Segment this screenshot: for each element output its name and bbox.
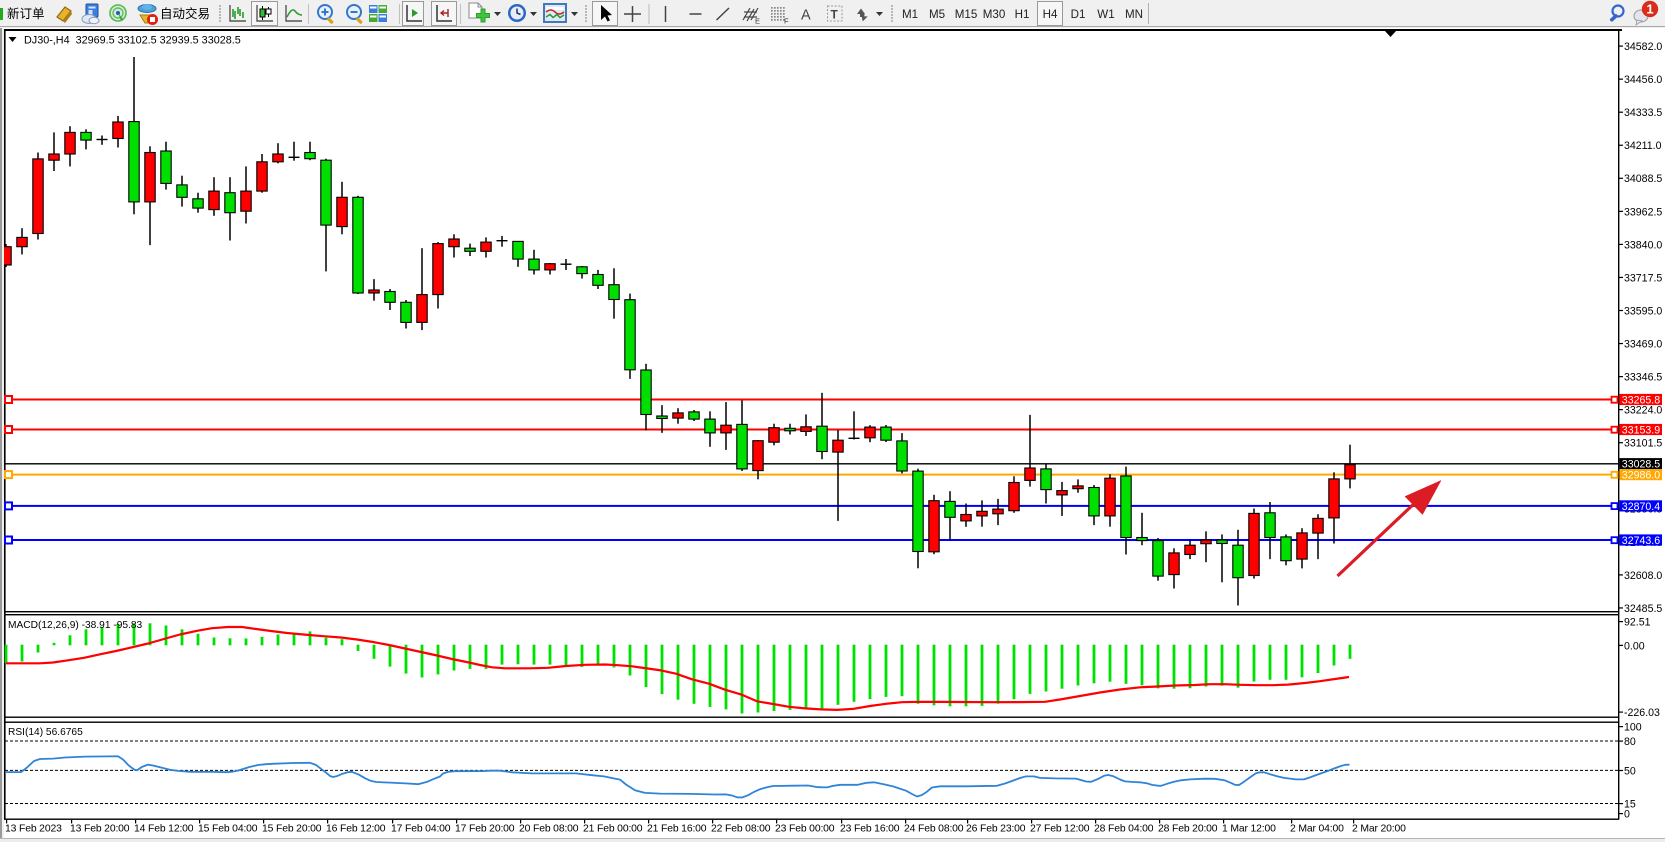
- svg-text:MACD(12,26,9) -38.91 -95.83: MACD(12,26,9) -38.91 -95.83: [8, 620, 143, 631]
- svg-text:M30: M30: [983, 8, 1006, 21]
- svg-text:33469.0: 33469.0: [1624, 338, 1662, 350]
- svg-text:33840.0: 33840.0: [1624, 239, 1662, 251]
- svg-text:33265.8: 33265.8: [1622, 395, 1660, 407]
- svg-text:100: 100: [1624, 722, 1642, 734]
- svg-text:27 Feb 12:00: 27 Feb 12:00: [1030, 824, 1090, 835]
- svg-text:自动交易: 自动交易: [160, 6, 210, 21]
- svg-text:M1: M1: [902, 8, 918, 21]
- svg-text:32870.4: 32870.4: [1622, 501, 1660, 513]
- svg-text:80: 80: [1624, 736, 1636, 748]
- svg-text:2 Mar 04:00: 2 Mar 04:00: [1290, 824, 1344, 835]
- svg-text:34456.0: 34456.0: [1624, 74, 1662, 86]
- svg-text:13 Feb 20:00: 13 Feb 20:00: [70, 824, 130, 835]
- svg-text:34582.0: 34582.0: [1624, 41, 1662, 53]
- svg-text:F: F: [784, 17, 789, 26]
- svg-text:E: E: [755, 17, 760, 26]
- svg-text:32608.0: 32608.0: [1624, 570, 1662, 582]
- svg-text:34333.5: 34333.5: [1624, 107, 1662, 119]
- svg-text:24 Feb 08:00: 24 Feb 08:00: [904, 824, 964, 835]
- svg-text:13 Feb 2023: 13 Feb 2023: [5, 824, 62, 835]
- svg-text:33346.5: 33346.5: [1624, 372, 1662, 384]
- svg-text:33028.5: 33028.5: [1622, 459, 1660, 471]
- svg-text:M15: M15: [955, 8, 978, 21]
- svg-text:26 Feb 23:00: 26 Feb 23:00: [966, 824, 1026, 835]
- svg-text:92.51: 92.51: [1624, 617, 1651, 629]
- svg-text:32485.5: 32485.5: [1624, 603, 1662, 615]
- svg-text:33224.0: 33224.0: [1624, 405, 1662, 417]
- svg-text:D1: D1: [1071, 8, 1086, 21]
- svg-text:33717.5: 33717.5: [1624, 272, 1662, 284]
- svg-text:T: T: [831, 8, 839, 22]
- svg-text:0.00: 0.00: [1624, 640, 1645, 652]
- svg-text:23 Feb 16:00: 23 Feb 16:00: [840, 824, 900, 835]
- svg-text:1 Mar 12:00: 1 Mar 12:00: [1222, 824, 1276, 835]
- svg-text:28 Feb 04:00: 28 Feb 04:00: [1094, 824, 1154, 835]
- svg-text:17 Feb 04:00: 17 Feb 04:00: [391, 824, 451, 835]
- svg-text:15 Feb 20:00: 15 Feb 20:00: [262, 824, 322, 835]
- svg-text:21 Feb 00:00: 21 Feb 00:00: [583, 824, 643, 835]
- svg-text:0: 0: [1624, 809, 1630, 821]
- svg-text:28 Feb 20:00: 28 Feb 20:00: [1158, 824, 1218, 835]
- svg-text:H1: H1: [1015, 8, 1030, 21]
- svg-text:21 Feb 16:00: 21 Feb 16:00: [647, 824, 707, 835]
- svg-text:1: 1: [1646, 2, 1653, 17]
- svg-text:34211.0: 34211.0: [1624, 140, 1662, 152]
- svg-text:A: A: [801, 8, 811, 24]
- svg-text:50: 50: [1624, 765, 1636, 777]
- svg-text:新订单: 新订单: [7, 6, 45, 21]
- svg-text:16 Feb 12:00: 16 Feb 12:00: [326, 824, 386, 835]
- svg-text:34088.5: 34088.5: [1624, 173, 1662, 185]
- svg-text:-226.03: -226.03: [1624, 707, 1660, 719]
- svg-text:33962.5: 33962.5: [1624, 206, 1662, 218]
- svg-text:33595.0: 33595.0: [1624, 305, 1662, 317]
- svg-text:23 Feb 00:00: 23 Feb 00:00: [775, 824, 835, 835]
- svg-text:15: 15: [1624, 799, 1636, 811]
- svg-text:15 Feb 04:00: 15 Feb 04:00: [198, 824, 258, 835]
- svg-text:MN: MN: [1125, 8, 1143, 21]
- svg-text:14 Feb 12:00: 14 Feb 12:00: [134, 824, 194, 835]
- svg-text:W1: W1: [1097, 8, 1114, 21]
- svg-text:RSI(14) 56.6765: RSI(14) 56.6765: [8, 727, 83, 738]
- svg-text:DJ30-,H4 32969.5 33102.5 3293: DJ30-,H4 32969.5 33102.5 32939.5 33028.5: [24, 35, 241, 47]
- svg-text:2 Mar 20:00: 2 Mar 20:00: [1352, 824, 1406, 835]
- svg-text:33153.9: 33153.9: [1622, 425, 1660, 437]
- svg-text:32986.0: 32986.0: [1622, 470, 1660, 482]
- svg-text:20 Feb 08:00: 20 Feb 08:00: [519, 824, 579, 835]
- svg-text:M5: M5: [929, 8, 945, 21]
- svg-text:17 Feb 20:00: 17 Feb 20:00: [455, 824, 515, 835]
- svg-text:H4: H4: [1043, 8, 1058, 21]
- svg-text:22 Feb 08:00: 22 Feb 08:00: [711, 824, 771, 835]
- svg-text:32743.6: 32743.6: [1622, 535, 1660, 547]
- svg-text:33101.5: 33101.5: [1624, 438, 1662, 450]
